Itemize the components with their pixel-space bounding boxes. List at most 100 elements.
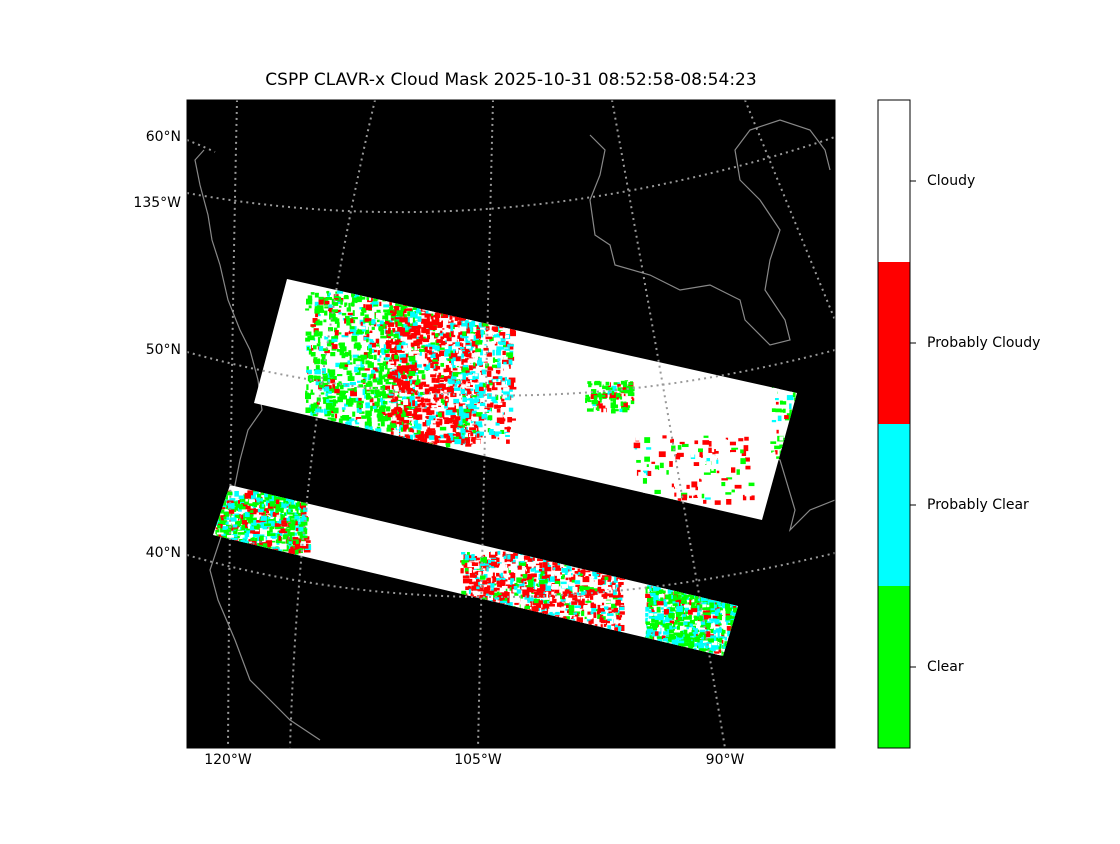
mask-pixel [229, 498, 236, 502]
mask-pixel [491, 326, 499, 332]
mask-pixel [600, 597, 604, 601]
mask-pixel [786, 413, 792, 418]
mask-pixel [427, 410, 435, 415]
mask-pixel [220, 528, 223, 534]
mask-pixel [444, 400, 448, 407]
mask-pixel [693, 494, 698, 498]
mask-pixel [297, 512, 304, 517]
mask-pixel [347, 318, 351, 321]
mask-pixel [738, 438, 744, 442]
mask-pixel [646, 597, 654, 603]
mask-pixel [357, 397, 362, 404]
mask-pixel [548, 591, 552, 596]
mask-pixel [373, 393, 376, 398]
mask-pixel [478, 571, 482, 578]
mask-pixel [398, 387, 403, 392]
mask-pixel [277, 518, 283, 525]
mask-pixel [378, 378, 383, 385]
mask-pixel [439, 347, 445, 350]
mask-pixel [685, 471, 690, 476]
mask-pixel [516, 589, 522, 594]
mask-pixel [539, 584, 546, 590]
mask-pixel [239, 501, 245, 505]
mask-pixel [275, 499, 280, 505]
mask-pixel [600, 577, 607, 581]
mask-pixel [400, 341, 406, 348]
mask-pixel [305, 399, 309, 403]
mask-pixel [226, 524, 233, 531]
mask-pixel [449, 315, 453, 320]
mask-pixel [717, 631, 720, 638]
mask-pixel [387, 322, 395, 327]
mask-pixel [371, 319, 376, 325]
mask-pixel [396, 365, 403, 372]
mask-pixel [707, 470, 711, 474]
mask-pixel [538, 600, 544, 605]
mask-pixel [329, 354, 337, 359]
mask-pixel [374, 389, 380, 393]
mask-pixel [516, 574, 520, 579]
mask-pixel [282, 517, 287, 521]
mask-pixel [409, 328, 416, 332]
mask-pixel [774, 445, 781, 450]
mask-pixel [328, 304, 333, 310]
mask-pixel [469, 427, 477, 430]
mask-pixel [662, 622, 666, 628]
mask-pixel [436, 406, 441, 410]
mask-pixel [330, 352, 336, 357]
mask-pixel [288, 532, 295, 536]
mask-pixel [539, 568, 547, 571]
mask-pixel [565, 600, 570, 604]
mask-pixel [225, 521, 229, 525]
mask-pixel [385, 356, 388, 361]
mask-pixel [513, 596, 521, 602]
mask-pixel [450, 436, 454, 441]
mask-pixel [617, 383, 621, 387]
mask-pixel [416, 414, 423, 420]
mask-pixel [544, 585, 552, 591]
mask-pixel [235, 514, 240, 520]
mask-pixel [517, 565, 522, 570]
mask-pixel [467, 585, 471, 589]
mask-pixel [730, 610, 736, 616]
mask-pixel [369, 330, 373, 336]
mask-pixel [370, 389, 375, 395]
mask-pixel [635, 453, 642, 458]
mask-pixel [232, 506, 237, 512]
mask-pixel [731, 489, 735, 493]
mask-pixel [741, 450, 747, 457]
mask-pixel [474, 373, 478, 377]
mask-pixel [523, 555, 531, 560]
mask-pixel [465, 324, 473, 330]
mask-pixel [461, 353, 465, 358]
mask-pixel [401, 345, 408, 351]
mask-pixel [613, 382, 620, 385]
mask-pixel [514, 583, 519, 589]
mask-pixel [249, 526, 254, 533]
mask-pixel [408, 417, 416, 421]
mask-pixel [464, 567, 469, 573]
mask-pixel [500, 366, 505, 369]
mask-pixel [246, 513, 254, 517]
mask-pixel [607, 390, 612, 395]
mask-pixel [396, 310, 404, 317]
mask-pixel [446, 332, 450, 339]
mask-pixel [379, 410, 383, 414]
mask-pixel [504, 427, 511, 430]
mask-pixel [306, 384, 309, 391]
mask-pixel [338, 312, 342, 315]
mask-pixel [504, 422, 508, 426]
mask-pixel [426, 316, 430, 320]
mask-pixel [387, 363, 395, 369]
mask-pixel [280, 526, 285, 530]
mask-pixel [484, 409, 488, 412]
mask-pixel [264, 508, 269, 514]
mask-pixel [280, 514, 284, 520]
mask-pixel [447, 367, 451, 373]
mask-pixel [442, 327, 445, 330]
mask-pixel [700, 626, 706, 631]
mask-pixel [497, 397, 504, 403]
mask-pixel [374, 346, 380, 349]
mask-pixel [315, 337, 321, 342]
mask-pixel [313, 357, 318, 363]
